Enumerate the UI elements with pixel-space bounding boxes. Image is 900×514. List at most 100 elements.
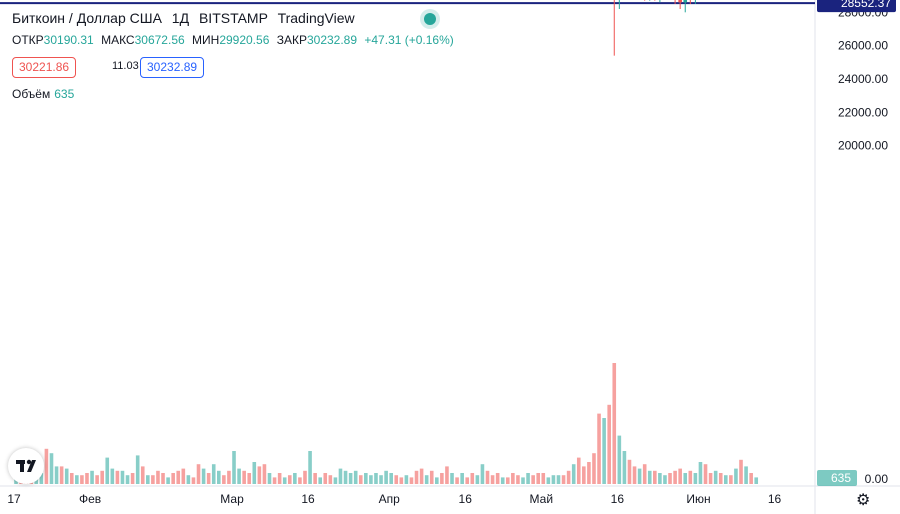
time-tick-label: 16 (301, 492, 315, 506)
volume-bar (424, 475, 429, 484)
volume-bar (146, 475, 150, 484)
volume-bar (252, 462, 257, 484)
time-tick-label: 16 (768, 492, 782, 506)
volume-bar (186, 475, 191, 484)
volume-bar (622, 451, 627, 484)
price-tick-label: 22000.00 (838, 105, 888, 119)
volume-bar (217, 470, 221, 484)
volume-bar (181, 468, 186, 484)
volume-bar (49, 453, 54, 484)
volume-bar (749, 473, 753, 484)
volume-bar (369, 475, 373, 484)
sell-price-box[interactable]: 30221.86 (12, 57, 77, 78)
settings-gear-icon[interactable]: ⚙ (856, 492, 871, 509)
volume-bar (587, 462, 591, 484)
symbol-name[interactable]: Биткоин / Доллар США (12, 10, 162, 26)
volume-bar (227, 470, 231, 484)
candle-body (678, 0, 682, 3)
volume-bar (419, 468, 424, 484)
time-tick-label: Июн (686, 492, 710, 506)
volume-bar (318, 477, 322, 484)
tradingview-logo[interactable] (8, 448, 44, 484)
volume-bar (90, 470, 94, 484)
time-tick-label: 17 (7, 492, 21, 506)
volume-bar (247, 473, 252, 484)
volume-bar (607, 404, 611, 484)
volume-bar (465, 477, 470, 484)
buy-price-box[interactable]: 30232.89 (140, 57, 205, 78)
volume-bar (389, 473, 393, 484)
volume-bars (14, 363, 759, 484)
volume-bar (729, 475, 733, 484)
close-value: 30232.89 (306, 33, 358, 47)
volume-bar (688, 470, 693, 484)
volume-bar (683, 473, 688, 484)
volume-bar (353, 470, 358, 484)
volume-bar (653, 470, 657, 484)
level-price-tag (817, 0, 896, 13)
volume-bar (541, 473, 546, 484)
volume-bar (69, 473, 74, 484)
close-label: ЗАКР (276, 33, 307, 47)
volume-bar (348, 473, 353, 484)
low-label: МИН (192, 33, 220, 47)
volume-bar (647, 470, 652, 484)
volume-bar (592, 453, 596, 484)
volume-bar (140, 466, 145, 484)
volume-bar (718, 473, 723, 484)
exchange-label: BITSTAMP (198, 10, 268, 26)
volume-last-label: 635 (831, 471, 851, 485)
volume-bar (495, 473, 500, 484)
volume-bar (637, 468, 642, 484)
volume-bar (435, 477, 439, 484)
volume-bar (490, 475, 495, 484)
ohlc-legend: ОТКР30190.31 МАКС30672.56 МИН29920.56 ЗА… (12, 33, 458, 47)
volume-bar (110, 468, 115, 484)
volume-bar (516, 475, 520, 484)
volume-bar (298, 477, 302, 484)
volume-legend: Объём 635 (12, 87, 74, 101)
volume-label: Объём (12, 87, 51, 101)
volume-bar (551, 475, 556, 484)
volume-bar (358, 475, 363, 484)
interval-label[interactable]: 1Д (171, 10, 190, 26)
volume-bar (176, 470, 181, 484)
volume-bar (658, 473, 662, 484)
volume-bar (602, 418, 606, 484)
price-tick-label: 24000.00 (838, 72, 888, 86)
time-tick-label: Фев (79, 492, 101, 506)
volume-bar (85, 473, 89, 484)
volume-bar (262, 464, 267, 484)
volume-bar (272, 477, 277, 484)
volume-bar (267, 473, 272, 484)
volume-bar (95, 475, 99, 484)
volume-bar (100, 470, 104, 484)
volume-bar (754, 477, 759, 484)
volume-bar (287, 475, 292, 484)
low-value: 29920.56 (219, 33, 270, 47)
volume-bar (338, 468, 343, 484)
open-value: 30190.31 (43, 33, 94, 47)
volume-bar (450, 473, 454, 484)
volume-bar (191, 477, 196, 484)
time-tick-label: Май (530, 492, 554, 506)
volume-bar (576, 457, 581, 484)
time-tick-label: 16 (459, 492, 473, 506)
volume-bar (59, 466, 64, 484)
volume-bar (429, 470, 434, 484)
volume-bar (521, 477, 525, 484)
volume-bar (257, 466, 262, 484)
volume-bar (612, 363, 617, 484)
volume-bar (546, 477, 551, 484)
volume-bar (75, 475, 79, 484)
volume-value: 635 (54, 87, 75, 101)
volume-bar (242, 470, 246, 484)
volume-bar (277, 473, 282, 484)
volume-bar (394, 475, 399, 484)
volume-bar (693, 473, 698, 484)
volume-bar (151, 475, 155, 484)
market-status-dot[interactable] (424, 13, 436, 25)
volume-bar (485, 470, 490, 484)
volume-bar (673, 470, 677, 484)
